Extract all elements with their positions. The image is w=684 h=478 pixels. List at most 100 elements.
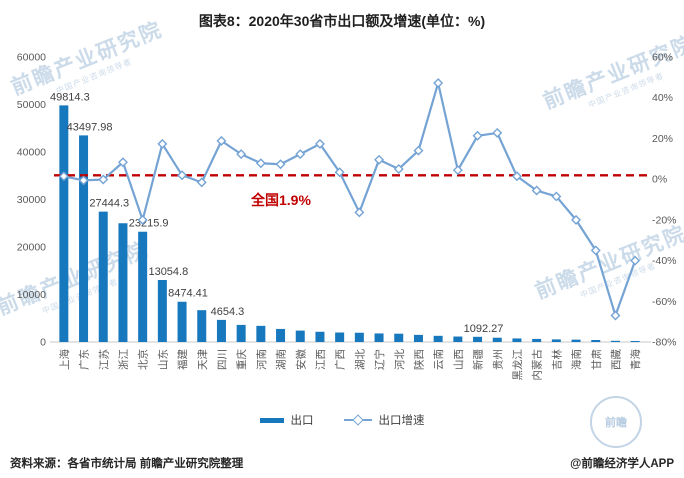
svg-text:浙江: 浙江 [118,349,130,370]
svg-text:27444.3: 27444.3 [89,198,129,210]
svg-text:1092.27: 1092.27 [464,323,504,335]
bar-吉林 [551,339,561,342]
svg-text:50000: 50000 [17,99,46,111]
svg-text:新疆: 新疆 [472,349,485,370]
legend-item-growth: 出口增速 [343,412,425,428]
svg-text:海南: 海南 [570,349,583,370]
bar-云南 [433,335,443,342]
bar-广西 [335,332,345,342]
svg-text:天津: 天津 [197,349,209,370]
footer: 资料来源：各省市统计局 前瞻产业研究院整理 @前瞻经济学人APP [0,455,684,471]
svg-text:河南: 河南 [255,349,268,370]
svg-text:广东: 广东 [78,349,91,370]
bar-上海 [59,105,69,342]
bar-河南 [256,325,266,342]
svg-text:4654.3: 4654.3 [211,306,245,318]
svg-text:黑龙江: 黑龙江 [511,349,524,381]
bar-湖北 [354,332,364,342]
svg-text:8474.41: 8474.41 [168,288,208,300]
svg-text:江西: 江西 [315,349,327,370]
bar-广东 [79,135,89,342]
bar-江西 [315,331,325,342]
bar-重庆 [236,324,246,342]
legend-label-export: 出口 [290,415,314,427]
svg-text:吉林: 吉林 [550,349,563,370]
bar-西藏 [610,340,620,342]
svg-text:湖北: 湖北 [354,349,366,370]
svg-text:山西: 山西 [453,349,465,370]
growth-line [63,81,637,317]
svg-text:0: 0 [40,337,46,349]
svg-text:福建: 福建 [176,349,189,370]
svg-text:河北: 河北 [394,349,406,370]
svg-text:49814.3: 49814.3 [50,91,90,103]
bar-辽宁 [374,333,384,342]
svg-text:20%: 20% [652,133,673,145]
footer-source: 资料来源：各省市统计局 前瞻产业研究院整理 [10,458,244,470]
bar-湖南 [276,328,286,342]
x-axis-labels: 上海 广东 江苏 浙江 北京 山东 福建 天津 四川 重庆 河南 湖南 安徽 江西 广西 湖北 辽宁 河北 陕西 云南… [58,349,642,381]
svg-text:山东: 山东 [156,349,169,370]
svg-text:陕西: 陕西 [412,349,425,370]
svg-text:10000: 10000 [17,289,46,301]
svg-text:内蒙古: 内蒙古 [531,349,544,381]
svg-text:-60%: -60% [652,296,677,308]
svg-text:贵州: 贵州 [491,349,504,370]
bar-河北 [394,333,404,342]
svg-text:-20%: -20% [652,214,677,226]
bar-安徽 [295,330,305,342]
chart-title: 图表8：2020年30省市出口额及增速(单位：%) [198,13,486,29]
bar-江苏 [98,211,108,342]
footer-credit: @前瞻经济学人APP [570,458,674,470]
svg-text:23215.9: 23215.9 [129,218,169,230]
svg-text:云南: 云南 [432,349,445,370]
svg-text:40%: 40% [652,92,673,104]
national-growth-value: 1.9% [279,192,311,208]
svg-text:60000: 60000 [17,52,46,64]
bar-swatch-icon [259,417,284,423]
legend-label-growth: 出口增速 [378,415,425,427]
svg-text:安徽: 安徽 [294,349,307,370]
svg-text:43497.98: 43497.98 [67,121,113,133]
svg-text:江苏: 江苏 [97,349,110,370]
svg-text:湖南: 湖南 [275,349,288,370]
svg-text:30000: 30000 [17,194,46,206]
bar-浙江 [118,223,128,342]
bar-山东 [157,279,167,342]
legend: 出口 出口增速 [0,412,684,428]
left-axis-ticks: 0 10000 20000 30000 40000 50000 60000 [17,52,46,349]
svg-text:广西: 广西 [335,349,347,370]
growth-markers [58,78,641,321]
bar-山西 [453,336,463,342]
bar-贵州 [492,337,502,342]
svg-text:辽宁: 辽宁 [373,349,386,370]
bar-内蒙古 [532,338,542,342]
svg-text:20000: 20000 [17,242,46,254]
svg-text:13054.8: 13054.8 [148,266,188,278]
national-growth-prefix: 全国 [251,192,279,208]
legend-item-export: 出口 [259,412,314,428]
svg-text:北京: 北京 [137,349,150,370]
svg-text:青海: 青海 [629,349,642,370]
export-bars [59,105,640,342]
chart-canvas: 0 10000 20000 30000 40000 50000 60000 -80% -60% -… [17,52,677,381]
svg-text:甘肃: 甘肃 [590,349,603,370]
bar-福建 [177,301,187,342]
svg-text:-40%: -40% [652,255,677,267]
bar-陕西 [413,334,423,342]
bar-海南 [571,339,581,342]
bar-天津 [197,310,207,342]
svg-text:重庆: 重庆 [235,349,248,370]
svg-text:西藏: 西藏 [610,349,622,370]
national-growth-label: 全国1.9% [251,190,311,210]
svg-text:-80%: -80% [652,337,677,349]
svg-text:40000: 40000 [17,147,46,159]
svg-text:四川: 四川 [216,349,228,370]
bar-甘肃 [591,340,601,342]
line-marker-icon [343,419,372,421]
bar-青海 [630,341,640,342]
right-axis-ticks: -80% -60% -40% -20% 0% 20% 40% 60% [652,52,677,349]
bar-北京 [138,231,148,342]
